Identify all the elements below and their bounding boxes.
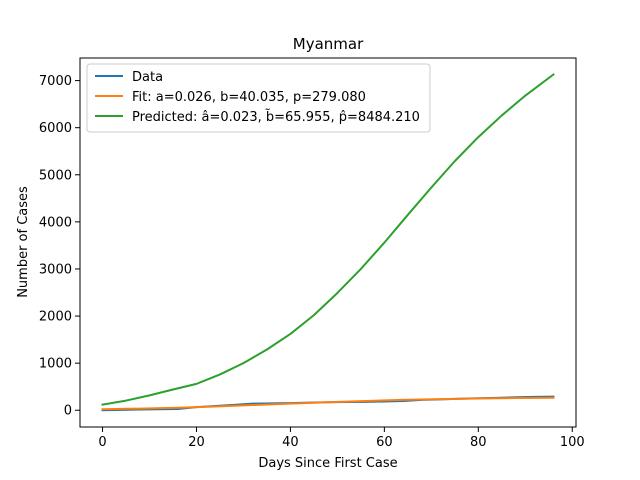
chart-title: Myanmar — [293, 35, 364, 53]
y-tick-label-0: 0 — [64, 404, 72, 419]
legend: Data Fit: a=0.026, b=40.035, p=279.080 Pre… — [86, 63, 431, 133]
x-tick-label-0: 0 — [98, 435, 106, 450]
x-tick-label-5: 100 — [560, 435, 585, 450]
y-tick-label-3: 3000 — [39, 262, 72, 277]
plot-content — [101, 73, 555, 412]
plot-frame — [79, 57, 577, 428]
legend-label-0: Data — [132, 70, 163, 85]
x-tick-label-1: 20 — [188, 435, 205, 450]
y-tick-label-5: 5000 — [39, 168, 72, 183]
legend-label-2: Predicted: â=0.023, b̃=65.955, p̂=8484.2… — [132, 110, 420, 125]
x-tick-label-4: 80 — [470, 435, 487, 450]
x-tick-label-3: 60 — [376, 435, 393, 450]
series-line-1 — [101, 396, 555, 411]
y-axis-label: Number of Cases — [16, 186, 31, 298]
axis-ticks: 0 20 40 60 80 1000100020003000400050006000700… — [39, 74, 585, 450]
y-tick-label-7: 7000 — [39, 74, 72, 89]
y-tick-label-4: 4000 — [39, 215, 72, 230]
x-axis-label: Days Since First Case — [258, 456, 397, 471]
y-tick-label-1: 1000 — [39, 357, 72, 372]
y-tick-label-6: 6000 — [39, 121, 72, 136]
x-tick-label-2: 40 — [282, 435, 299, 450]
legend-box — [86, 63, 431, 133]
y-tick-label-2: 2000 — [39, 310, 72, 325]
series-line-2 — [101, 73, 555, 406]
legend-label-1: Fit: a=0.026, b=40.035, p=279.080 — [132, 90, 366, 105]
